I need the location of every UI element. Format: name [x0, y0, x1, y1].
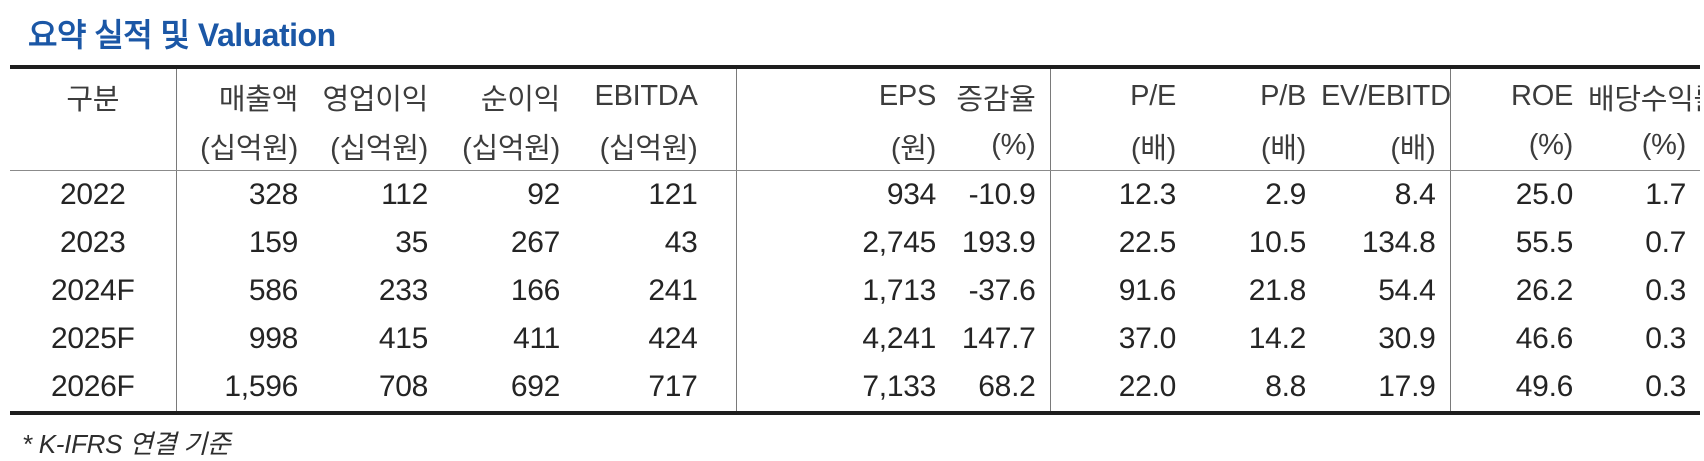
value-cell: 30.9: [1320, 315, 1451, 363]
value-cell: 68.2: [950, 363, 1051, 413]
col-header-eps: EPS: [878, 80, 936, 112]
value-cell: 2,745: [862, 226, 936, 259]
table-row-2025f: 2025F 998 415 411 424 4,241 147.7 37.0 1…: [10, 315, 1700, 363]
value-cell: 411: [513, 322, 560, 355]
value-cell: 37.0: [1118, 322, 1177, 355]
value-cell: 0.3: [1645, 322, 1686, 355]
value-cell: 241: [574, 267, 737, 315]
value-cell: 17.9: [1320, 363, 1451, 413]
value-cell: 8.8: [1265, 370, 1306, 403]
table-header: 구분 매출액 영업이익 순이익 EBITDA EPS 증감율 P/E P/B E…: [10, 67, 1700, 171]
value-cell: 586: [248, 274, 298, 307]
financial-summary-table: 구분 매출액 영업이익 순이익 EBITDA EPS 증감율 P/E P/B E…: [10, 65, 1700, 415]
table-body: 2022 328 112 92 121 934 -10.9 12.3 2.9 8…: [10, 170, 1700, 413]
col-header-op-profit: 영업이익: [322, 83, 428, 116]
unit-header-op-profit: (십억원): [312, 121, 442, 171]
value-cell: 1.7: [1645, 178, 1686, 211]
value-cell: 8.4: [1320, 170, 1451, 219]
unit-header-div-yield: (%): [1587, 121, 1700, 171]
value-cell: 998: [248, 322, 298, 355]
value-cell: 14.2: [1248, 322, 1307, 355]
value-cell: 717: [574, 363, 737, 413]
unit-header-gubun: [10, 121, 177, 171]
value-cell: -37.6: [950, 267, 1051, 315]
col-header-pb: P/B: [1260, 80, 1306, 112]
year-cell: 2022: [10, 170, 177, 219]
col-header-roe: ROE: [1511, 80, 1573, 112]
table-row-2023: 2023 159 35 267 43 2,745 193.9 22.5 10.5…: [10, 219, 1700, 267]
value-cell: -10.9: [950, 170, 1051, 219]
value-cell: 0.7: [1645, 226, 1686, 259]
unit-header-pe: (배): [1050, 121, 1190, 171]
value-cell: 22.0: [1118, 370, 1177, 403]
unit-header-roe: (%): [1450, 121, 1587, 171]
col-header-pe: P/E: [1130, 80, 1176, 112]
value-cell: 934: [886, 178, 936, 211]
section-title: 요약 실적 및 Valuation: [28, 17, 336, 53]
value-cell: 1,596: [224, 370, 298, 403]
value-cell: 91.6: [1118, 274, 1177, 307]
value-cell: 4,241: [862, 322, 936, 355]
unit-header-growth: (%): [950, 121, 1051, 171]
table-row-2026f: 2026F 1,596 708 692 717 7,133 68.2 22.0 …: [10, 363, 1700, 413]
header-unit-row: (십억원) (십억원) (십억원) (십억원) (원) (%) (배) (배) …: [10, 121, 1700, 171]
year-cell: 2024F: [10, 267, 177, 315]
value-cell: 121: [574, 170, 737, 219]
value-cell: 10.5: [1248, 226, 1307, 259]
value-cell: 193.9: [950, 219, 1051, 267]
value-cell: 267: [510, 226, 560, 259]
year-cell: 2026F: [10, 363, 177, 413]
header-label-row: 구분 매출액 영업이익 순이익 EBITDA EPS 증감율 P/E P/B E…: [10, 67, 1700, 121]
value-cell: 49.6: [1515, 370, 1574, 403]
value-cell: 22.5: [1118, 226, 1177, 259]
value-cell: 112: [381, 178, 428, 211]
table-row-2022: 2022 328 112 92 121 934 -10.9 12.3 2.9 8…: [10, 170, 1700, 219]
value-cell: 54.4: [1320, 267, 1451, 315]
unit-header-ev-ebitda: (배): [1320, 121, 1451, 171]
unit-header-pb: (배): [1190, 121, 1320, 171]
col-header-growth: 증감율: [950, 67, 1051, 121]
value-cell: 35: [395, 226, 428, 259]
value-cell: 21.8: [1248, 274, 1307, 307]
col-header-revenue: 매출액: [218, 83, 298, 116]
value-cell: 708: [378, 370, 428, 403]
value-cell: 55.5: [1515, 226, 1574, 259]
value-cell: 46.6: [1515, 322, 1574, 355]
value-cell: 159: [248, 226, 298, 259]
col-header-ebitda: EBITDA: [574, 67, 737, 121]
value-cell: 692: [510, 370, 560, 403]
value-cell: 2.9: [1265, 178, 1306, 211]
year-cell: 2025F: [10, 315, 177, 363]
table-row-2024f: 2024F 586 233 166 241 1,713 -37.6 91.6 2…: [10, 267, 1700, 315]
value-cell: 1,713: [862, 274, 936, 307]
value-cell: 0.3: [1645, 274, 1686, 307]
value-cell: 43: [574, 219, 737, 267]
value-cell: 166: [510, 274, 560, 307]
col-header-ev-ebitda: EV/EBITDA: [1320, 67, 1451, 121]
unit-header-net-profit: (십억원): [442, 121, 574, 171]
value-cell: 25.0: [1515, 178, 1574, 211]
value-cell: 0.3: [1645, 370, 1686, 403]
unit-header-revenue: (십억원): [176, 121, 312, 171]
value-cell: 415: [378, 322, 428, 355]
value-cell: 147.7: [950, 315, 1051, 363]
value-cell: 12.3: [1118, 178, 1177, 211]
unit-header-eps: (원): [736, 121, 950, 171]
value-cell: 134.8: [1320, 219, 1451, 267]
value-cell: 424: [574, 315, 737, 363]
value-cell: 7,133: [862, 370, 936, 403]
value-cell: 233: [378, 274, 428, 307]
unit-header-ebitda: (십억원): [574, 121, 737, 171]
value-cell: 92: [527, 178, 560, 211]
col-header-gubun: 구분: [10, 67, 177, 121]
col-header-net-profit: 순이익: [480, 83, 560, 116]
col-header-div-yield: 배당수익률: [1588, 83, 1700, 116]
footnote: * K-IFRS 연결 기준: [22, 429, 231, 459]
value-cell: 26.2: [1515, 274, 1574, 307]
value-cell: 328: [248, 178, 298, 211]
year-cell: 2023: [10, 219, 177, 267]
